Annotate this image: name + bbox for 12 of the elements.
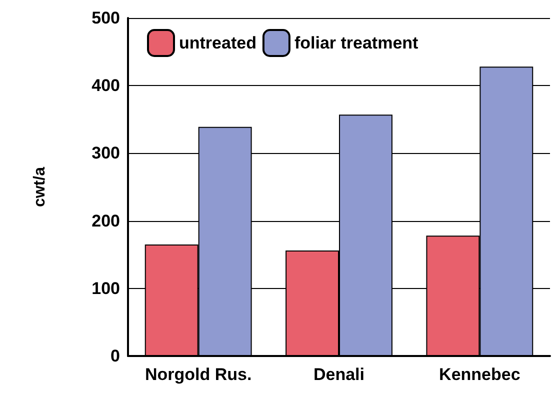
y-axis-title: cwt/a	[32, 166, 48, 208]
y-tick-label: 200	[92, 211, 120, 230]
x-tick-label: Denali	[313, 365, 365, 384]
y-tick-label: 500	[92, 8, 120, 28]
y-tick-label: 300	[92, 144, 120, 163]
y-tick-label: 0	[110, 346, 120, 366]
legend-label: untreated	[179, 34, 256, 52]
legend-label: foliar treatment	[294, 34, 419, 52]
x-tick-label: Kennebec	[439, 365, 520, 384]
y-tick-label: 400	[92, 76, 120, 96]
y-tick-label: 100	[92, 278, 120, 298]
x-tick-label: Norgold Rus.	[144, 365, 252, 384]
